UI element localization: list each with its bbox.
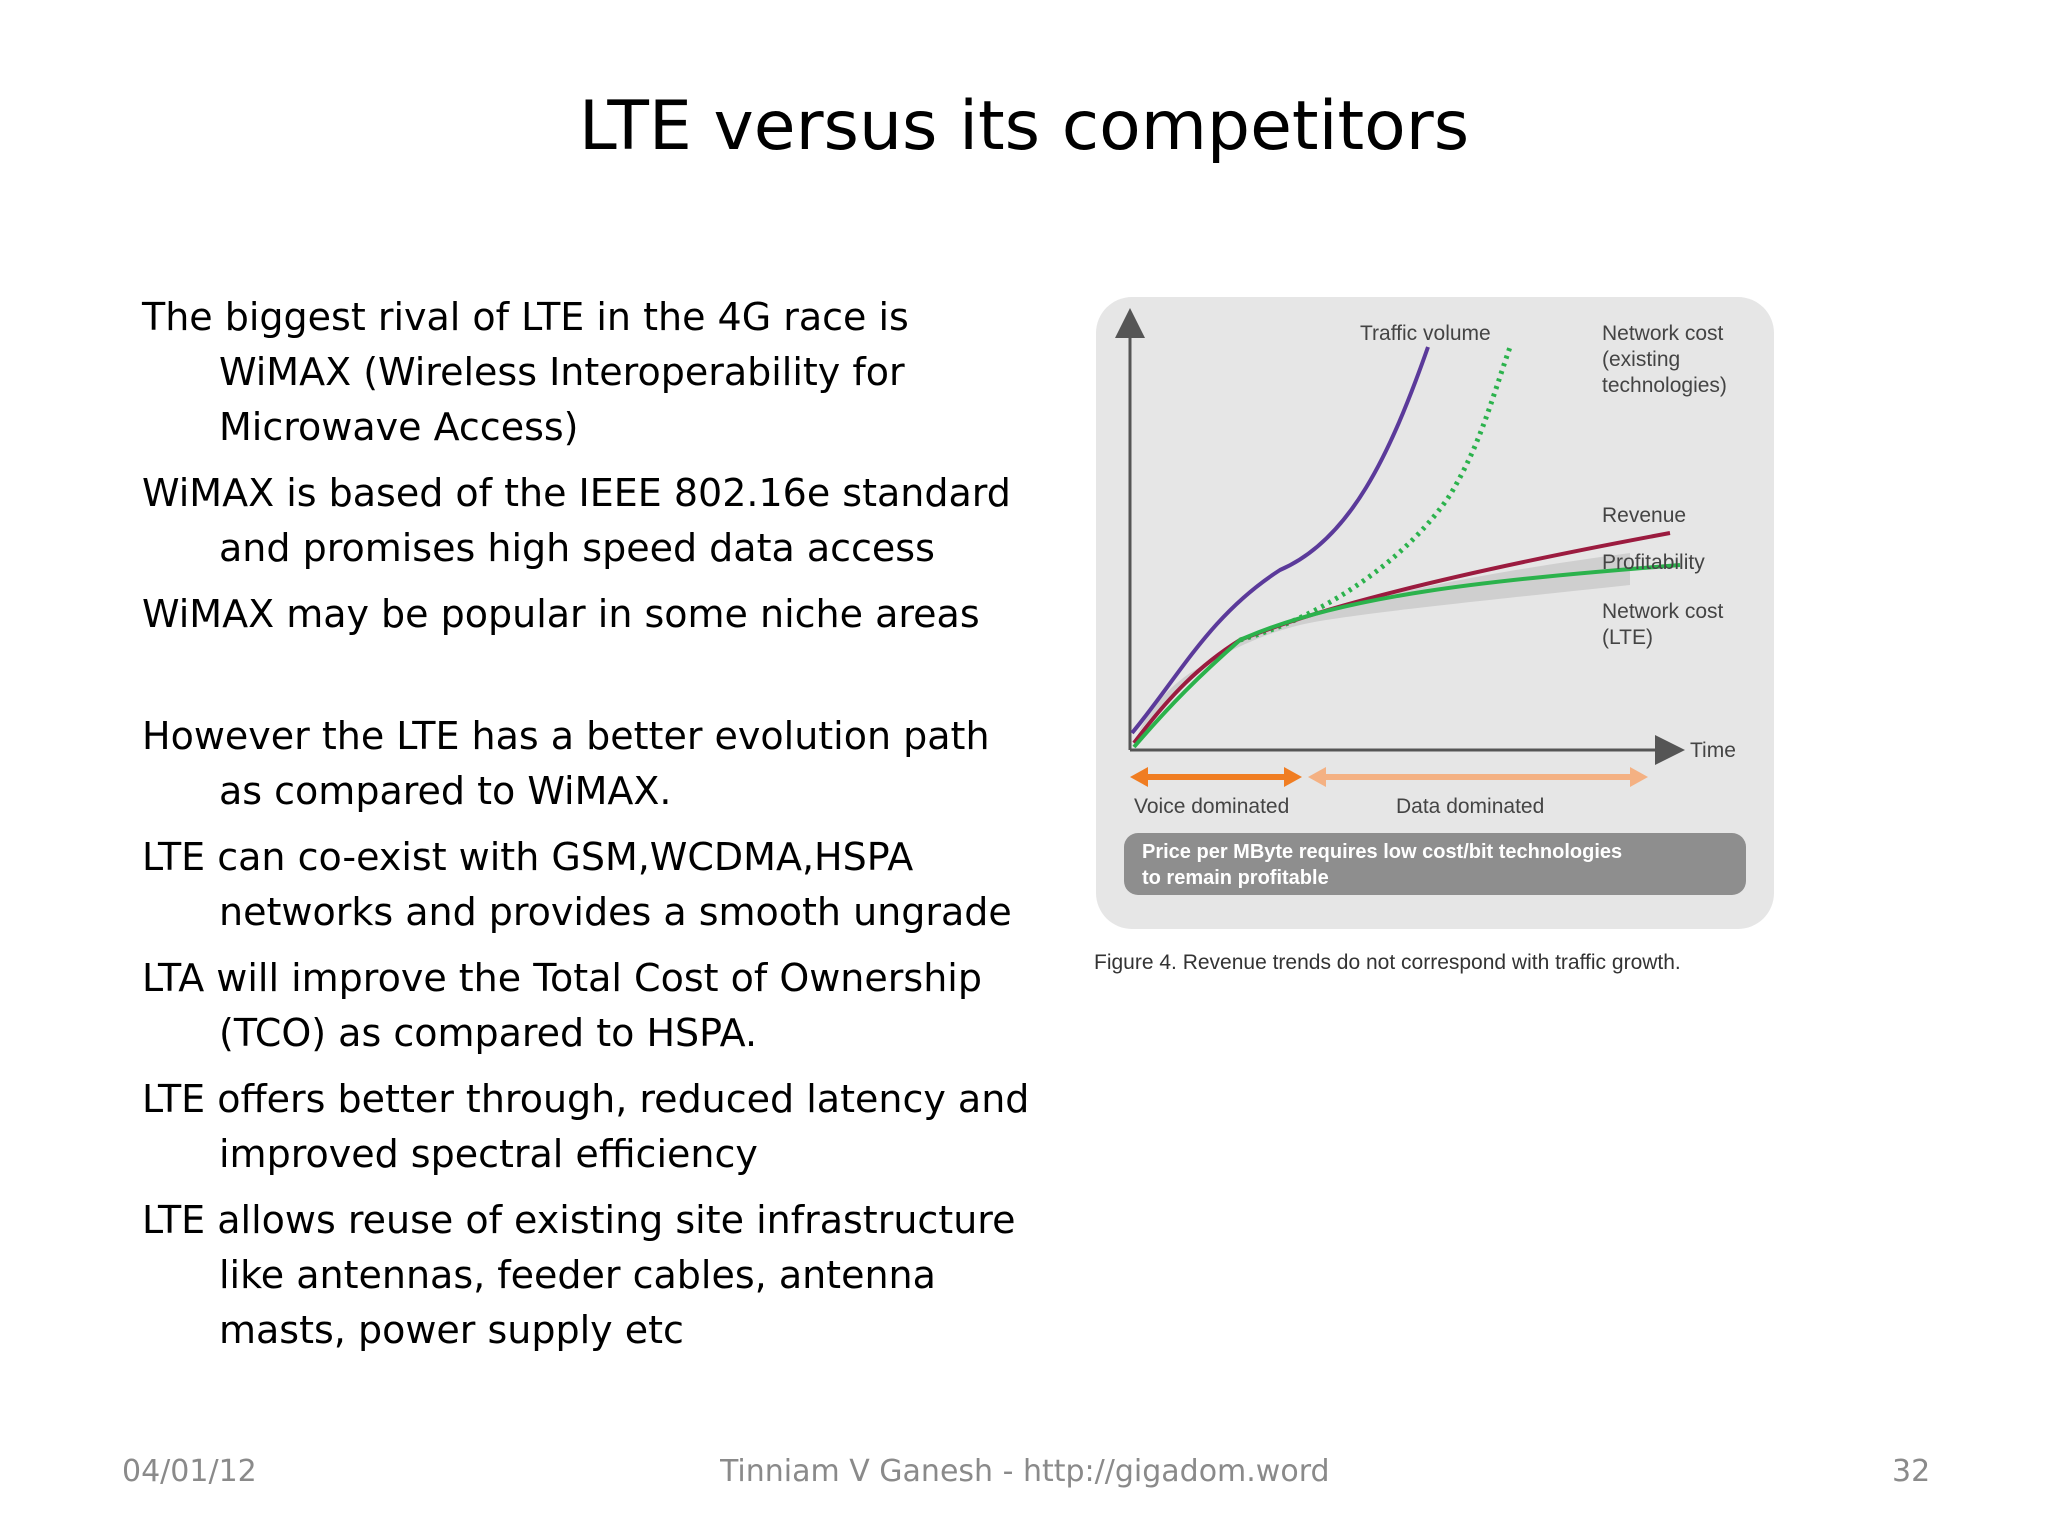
label-network-cost-existing-3: technologies) — [1602, 374, 1727, 397]
figure-graphic: Traffic volume Network cost (existing te… — [1094, 297, 1774, 974]
label-network-cost-existing-2: (existing — [1602, 348, 1680, 371]
bullet-paragraph: LTE can co-exist with GSM,WCDMA,HSPA net… — [142, 835, 1012, 934]
price-note-line-2: to remain profitable — [1142, 867, 1329, 889]
revenue-trend-figure: Traffic volume Network cost (existing te… — [1090, 295, 1780, 995]
data-dominated-arrow — [1308, 767, 1648, 787]
bullet-paragraph: However the LTE has a better evolution p… — [142, 714, 990, 813]
label-network-cost-lte-2: (LTE) — [1602, 626, 1653, 649]
price-note-box — [1124, 833, 1746, 895]
traffic-volume-curve — [1130, 346, 1430, 735]
label-time: Time — [1690, 739, 1736, 762]
network-cost-lte-curve — [1132, 563, 1681, 749]
label-network-cost-lte-1: Network cost — [1602, 600, 1724, 623]
body-text: The biggest rival of LTE in the 4G race … — [142, 290, 1042, 1369]
bullet-paragraph: LTA will improve the Total Cost of Owner… — [142, 956, 982, 1055]
bullet-paragraph: The biggest rival of LTE in the 4G race … — [142, 295, 909, 449]
voice-dominated-arrow — [1130, 767, 1302, 787]
bullet-paragraph: LTE offers better through, reduced laten… — [142, 1077, 1030, 1176]
figure-panel — [1096, 297, 1774, 929]
label-voice-dominated: Voice dominated — [1134, 795, 1289, 818]
profitability-band — [1138, 553, 1630, 733]
bullet-paragraph: LTE allows reuse of existing site infras… — [142, 1198, 1016, 1352]
figure-caption: Figure 4. Revenue trends do not correspo… — [1094, 951, 1681, 974]
price-note-line-1: Price per MByte requires low cost/bit te… — [1142, 841, 1622, 863]
label-revenue: Revenue — [1602, 504, 1686, 527]
label-data-dominated: Data dominated — [1396, 795, 1544, 818]
network-cost-existing-curve — [1239, 346, 1513, 643]
footer-author: Tinniam V Ganesh - http://gigadom.wordpr… — [720, 1454, 1332, 1489]
bullet-paragraph: WiMAX may be popular in some niche areas — [142, 592, 980, 636]
bullet-paragraph: WiMAX is based of the IEEE 802.16e stand… — [142, 471, 1011, 570]
slide-title: LTE versus its competitors — [578, 87, 1470, 166]
label-traffic-volume: Traffic volume — [1360, 322, 1491, 345]
label-network-cost-existing-1: Network cost — [1602, 322, 1724, 345]
footer-date: 04/01/12 — [122, 1454, 257, 1489]
label-profitability: Profitability — [1602, 551, 1705, 574]
footer-page-number: 32 — [1892, 1454, 1931, 1489]
